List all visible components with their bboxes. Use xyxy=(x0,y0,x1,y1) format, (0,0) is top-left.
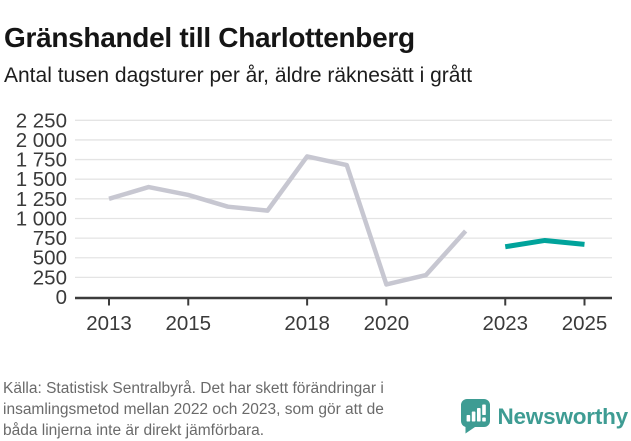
source-note-line: båda linjerna inte är direkt jämförbara. xyxy=(3,422,265,439)
y-tick-label: 1 750 xyxy=(16,149,67,172)
x-tick-label: 2020 xyxy=(364,312,410,335)
x-tick-label: 2025 xyxy=(562,312,608,335)
y-tick-label: 250 xyxy=(33,266,67,289)
source-note-line: Källa: Statistisk Sentralbyrå. Det har s… xyxy=(3,380,384,397)
y-tick-label: 750 xyxy=(33,227,67,250)
series-lines xyxy=(108,154,585,287)
y-tick-label: 2 000 xyxy=(16,129,67,152)
gridlines xyxy=(75,119,612,279)
x-tick-label: 2015 xyxy=(165,312,211,335)
x-tick-label: 2023 xyxy=(482,312,528,335)
y-tick-label: 0 xyxy=(56,286,67,309)
y-tick-label: 1 500 xyxy=(16,168,67,191)
newsworthy-wordmark: Newsworthy xyxy=(497,403,628,429)
x-tick-label: 2018 xyxy=(284,312,330,335)
y-tick-label: 1 000 xyxy=(16,207,67,230)
y-tick-label: 2 250 xyxy=(16,109,67,132)
old-method-line xyxy=(108,154,468,287)
source-note-line: insamlingsmetod mellan 2022 och 2023, so… xyxy=(3,401,384,418)
y-tick-label: 1 250 xyxy=(16,188,67,211)
source-note: Källa: Statistisk Sentralbyrå. Det har s… xyxy=(3,378,473,441)
page-title: Gränshandel till Charlottenberg xyxy=(4,21,415,53)
x-tick-label: 2013 xyxy=(86,312,132,335)
x-axis: 2013 2015 2018 2020 2023 2025 xyxy=(75,296,612,335)
new-method-line xyxy=(504,237,585,250)
newsworthy-logo[interactable]: Newsworthy xyxy=(461,399,628,434)
chart-subtitle: Antal tusen dagsturer per år, äldre räkn… xyxy=(4,64,473,87)
y-tick-label: 500 xyxy=(33,247,67,270)
bar-chart-speech-bubble-icon xyxy=(461,399,491,434)
